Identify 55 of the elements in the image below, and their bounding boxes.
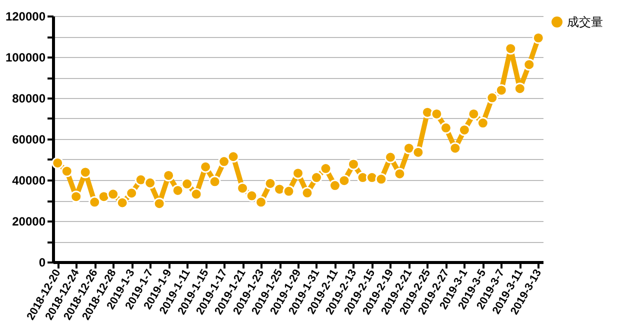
point [200, 160, 212, 173]
point [60, 165, 73, 178]
point [514, 82, 526, 95]
point [70, 190, 82, 203]
point [218, 156, 230, 168]
y-tick-label: 20000 [12, 214, 46, 228]
point [52, 157, 64, 169]
point [208, 176, 221, 188]
y-tick-label: 40000 [12, 174, 46, 188]
y-tick-label: 0 [38, 256, 46, 270]
y-tick-label: 100000 [5, 50, 46, 64]
point [412, 146, 424, 158]
point [98, 190, 110, 203]
point [440, 122, 452, 134]
point [301, 186, 314, 199]
point [153, 198, 166, 210]
point [227, 150, 240, 163]
y-tick-label: 60000 [12, 132, 46, 146]
point [162, 170, 175, 182]
point [264, 178, 276, 190]
point [338, 174, 350, 187]
y-tick-label: 120000 [5, 10, 46, 24]
point [116, 196, 128, 209]
point [449, 142, 462, 154]
point [468, 108, 480, 120]
point [255, 196, 268, 208]
point [504, 42, 517, 55]
point [79, 166, 92, 178]
point [107, 188, 120, 200]
point [375, 173, 388, 186]
point [320, 162, 332, 175]
point [523, 58, 536, 71]
y-tick-label: 80000 [12, 92, 46, 106]
point [126, 187, 138, 200]
point [144, 176, 156, 189]
point [495, 84, 508, 96]
point [310, 172, 322, 184]
point [134, 174, 147, 186]
legend-label: 成交量 [567, 15, 603, 29]
point [402, 142, 415, 154]
point [347, 158, 360, 170]
point [394, 168, 406, 180]
point [430, 108, 443, 120]
point [190, 188, 202, 200]
point [88, 196, 101, 208]
point [486, 92, 498, 104]
point [172, 184, 184, 196]
point [476, 117, 489, 129]
point [292, 167, 304, 180]
point [384, 151, 396, 164]
point [282, 185, 295, 198]
point [181, 178, 194, 190]
point [236, 182, 249, 194]
point [246, 190, 258, 202]
point [458, 124, 470, 136]
